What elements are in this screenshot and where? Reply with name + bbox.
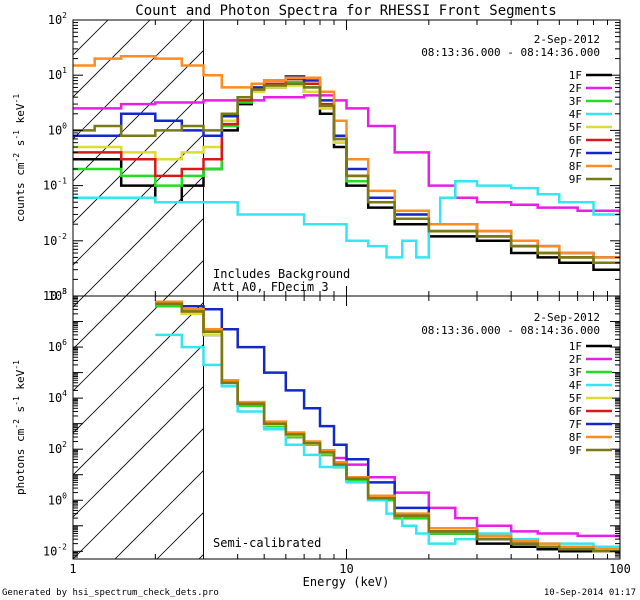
top-y-tick-label: 10-2	[43, 232, 67, 248]
top-legend-label-7F: 7F	[569, 147, 582, 160]
top-series-9F	[73, 82, 620, 265]
top-y-tick-label: 10-1	[43, 177, 67, 193]
bottom-x-tick-label: 1	[69, 562, 76, 576]
top-legend-label-6F: 6F	[569, 134, 582, 147]
hatch-line	[73, 20, 193, 140]
hatched-region	[73, 20, 204, 559]
figure-title: Count and Photon Spectra for RHESSI Fron…	[135, 3, 556, 19]
top-annotation-attenuator: Att A0, FDecim 3	[213, 280, 329, 294]
bottom-legend-label-7F: 7F	[569, 418, 582, 431]
top-y-tick-label: 100	[48, 121, 67, 137]
top-legend-label-3F: 3F	[569, 95, 582, 108]
bottom-y-tick-label: 10-2	[43, 542, 67, 558]
bottom-x-tick-label: 100	[609, 562, 631, 576]
top-series-4F	[73, 179, 620, 259]
hatch-line	[73, 175, 204, 308]
hatch-line	[73, 427, 204, 559]
top-time-range: 08:13:36.000 - 08:14:36.000	[421, 46, 600, 59]
hatch-line	[73, 91, 204, 224]
bottom-annotation-semicalibrated: Semi-calibrated	[213, 536, 321, 550]
hatch-line	[73, 49, 204, 182]
top-annotation-background: Includes Background	[213, 267, 350, 281]
top-series-2F	[73, 94, 620, 215]
bottom-legend-label-3F: 3F	[569, 366, 582, 379]
hatch-line	[73, 217, 204, 350]
top-legend-label-8F: 8F	[569, 160, 582, 173]
bottom-legend-label-8F: 8F	[569, 431, 582, 444]
bottom-y-tick-label: 106	[48, 338, 67, 354]
top-y-tick-label: 10-3	[43, 287, 67, 303]
top-date: 2-Sep-2012	[534, 33, 600, 46]
hatch-line	[73, 385, 204, 518]
bottom-y-axis-label: photons cm-2 s-1 keV-1	[12, 360, 27, 495]
count-spectrum-panel: 10-3 10-2 10-1 100 101 102 counts cm-2 s-1 keV…	[12, 11, 621, 303]
hatch-line	[73, 259, 204, 392]
footer-generated-by: Generated by hsi_spectrum_check_dets.pro	[2, 588, 219, 598]
bottom-y-tick-label: 104	[48, 389, 67, 405]
bottom-x-tick-label: 10	[339, 562, 353, 576]
bottom-y-tick-label: 108	[48, 287, 67, 303]
footer-timestamp: 10-Sep-2014 01:17	[544, 588, 636, 598]
top-legend-label-2F: 2F	[569, 82, 582, 95]
bottom-legend-label-6F: 6F	[569, 405, 582, 418]
x-axis-label: Energy (keV)	[303, 575, 390, 589]
bottom-y-tick-label: 102	[48, 440, 67, 456]
bottom-date: 2-Sep-2012	[534, 311, 600, 324]
top-y-tick-label: 102	[48, 11, 67, 27]
top-legend-label-1F: 1F	[569, 69, 582, 82]
bottom-y-tick-label: 100	[48, 491, 67, 507]
top-y-axis-label: counts cm-2 s-1 keV-1	[12, 94, 27, 222]
bottom-legend-label-1F: 1F	[569, 340, 582, 353]
top-y-tick-label: 101	[48, 66, 67, 82]
top-legend-label-5F: 5F	[569, 121, 582, 134]
photon-spectrum-panel: 1 10 100 10-2 100 102 104 106 108 photons cm-2 s-…	[12, 287, 631, 589]
bottom-legend-label-2F: 2F	[569, 353, 582, 366]
hatch-line	[73, 343, 204, 476]
top-legend-label-9F: 9F	[569, 173, 582, 186]
bottom-legend-label-4F: 4F	[569, 379, 582, 392]
bottom-legend-label-5F: 5F	[569, 392, 582, 405]
bottom-series-9F	[155, 302, 620, 554]
bottom-time-range: 08:13:36.000 - 08:14:36.000	[421, 324, 600, 337]
bottom-legend-label-9F: 9F	[569, 444, 582, 457]
top-legend-label-4F: 4F	[569, 108, 582, 121]
